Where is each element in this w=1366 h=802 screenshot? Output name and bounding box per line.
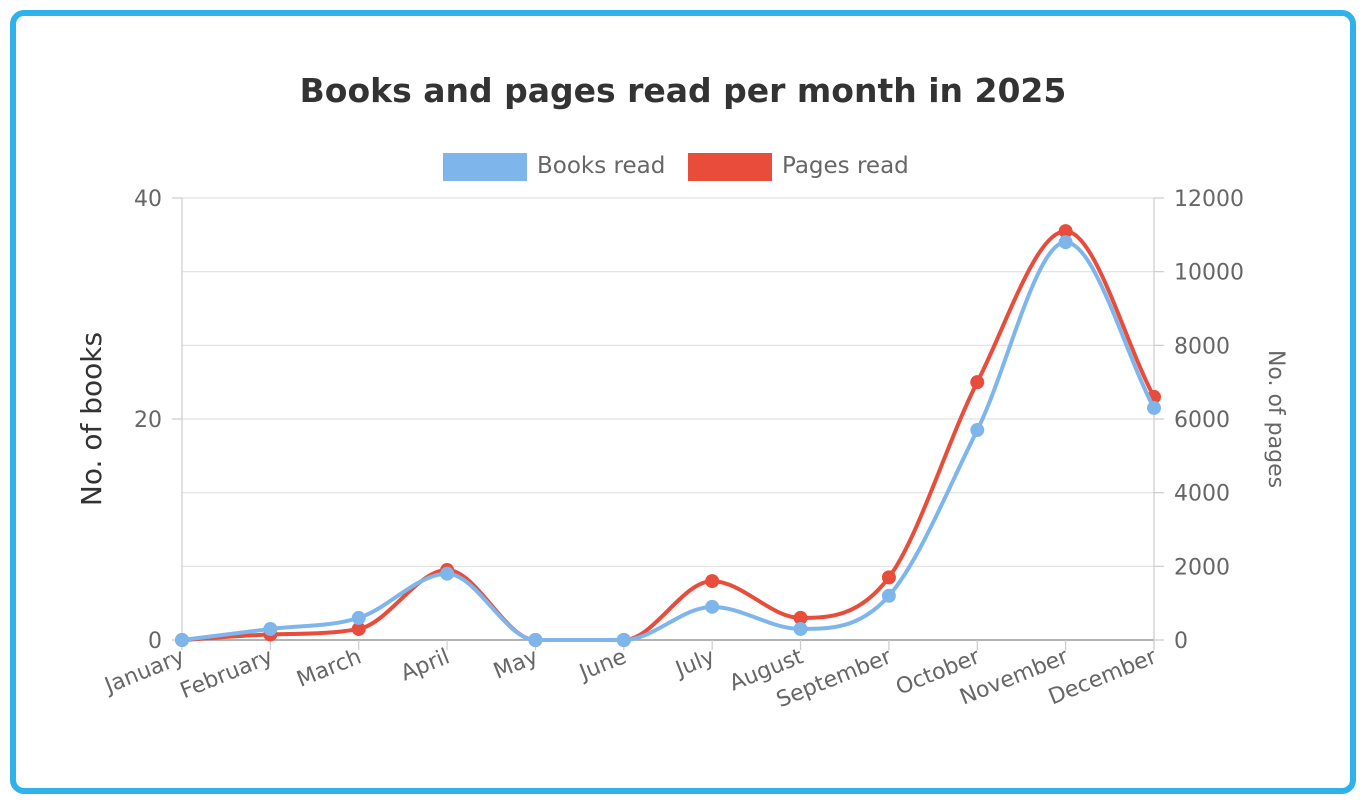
point-books-july[interactable] bbox=[705, 599, 720, 614]
x-tick-label: January bbox=[100, 644, 189, 699]
point-books-november[interactable] bbox=[1058, 235, 1073, 250]
y-right-tick-label: 2000 bbox=[1174, 555, 1230, 580]
point-books-september[interactable] bbox=[881, 588, 896, 603]
point-books-october[interactable] bbox=[970, 423, 985, 438]
point-books-december[interactable] bbox=[1147, 400, 1161, 415]
x-tick-label: March bbox=[293, 644, 365, 692]
legend-swatch-pages[interactable] bbox=[688, 153, 772, 181]
legend: Books read Pages read bbox=[443, 153, 909, 181]
grid bbox=[181, 197, 1155, 650]
point-books-april[interactable] bbox=[440, 566, 455, 581]
legend-swatch-books[interactable] bbox=[443, 153, 527, 181]
point-books-february[interactable] bbox=[263, 621, 278, 636]
point-pages-july[interactable] bbox=[705, 574, 720, 589]
chart-title: Books and pages read per month in 2025 bbox=[300, 71, 1067, 110]
point-pages-november[interactable] bbox=[1058, 224, 1073, 239]
series-line-books bbox=[181, 240, 1156, 643]
series-line-pages bbox=[181, 229, 1156, 643]
legend-label-books[interactable]: Books read bbox=[537, 153, 665, 179]
y-right-tick-label: 10000 bbox=[1174, 261, 1244, 286]
y-right-tick-label: 4000 bbox=[1174, 482, 1230, 507]
y-right-tick-label: 0 bbox=[1174, 629, 1188, 654]
x-tick-label: May bbox=[490, 644, 542, 684]
y-axis-right: 0 2000 4000 6000 8000 10000 12000 bbox=[1154, 187, 1244, 654]
point-books-may[interactable] bbox=[528, 633, 543, 647]
y-axis-left-title: No. of books bbox=[75, 332, 108, 506]
point-books-june[interactable] bbox=[616, 633, 631, 647]
y-axis-left: 0 20 40 bbox=[134, 187, 182, 654]
point-pages-august[interactable] bbox=[793, 610, 808, 625]
y-left-tick-label: 40 bbox=[134, 187, 162, 212]
y-right-tick-label: 8000 bbox=[1174, 334, 1230, 359]
point-pages-october[interactable] bbox=[970, 375, 985, 390]
chart-frame bbox=[10, 10, 1356, 794]
point-pages-september[interactable] bbox=[881, 570, 896, 585]
point-books-march[interactable] bbox=[351, 610, 366, 625]
x-tick-label: June bbox=[574, 644, 630, 686]
x-tick-label: July bbox=[671, 644, 719, 683]
y-right-tick-label: 12000 bbox=[1174, 187, 1244, 212]
y-right-tick-label: 6000 bbox=[1174, 408, 1230, 433]
legend-label-pages[interactable]: Pages read bbox=[782, 153, 909, 179]
point-pages-march[interactable] bbox=[351, 621, 366, 636]
series-layer bbox=[175, 224, 1161, 647]
point-books-august[interactable] bbox=[793, 621, 808, 636]
y-left-tick-label: 0 bbox=[148, 629, 162, 654]
x-tick-label: April bbox=[397, 644, 453, 686]
point-books-january[interactable] bbox=[175, 633, 189, 647]
x-tick-label: February bbox=[177, 644, 277, 704]
y-left-tick-label: 20 bbox=[134, 408, 162, 433]
y-axis-right-title: No. of pages bbox=[1263, 350, 1288, 488]
